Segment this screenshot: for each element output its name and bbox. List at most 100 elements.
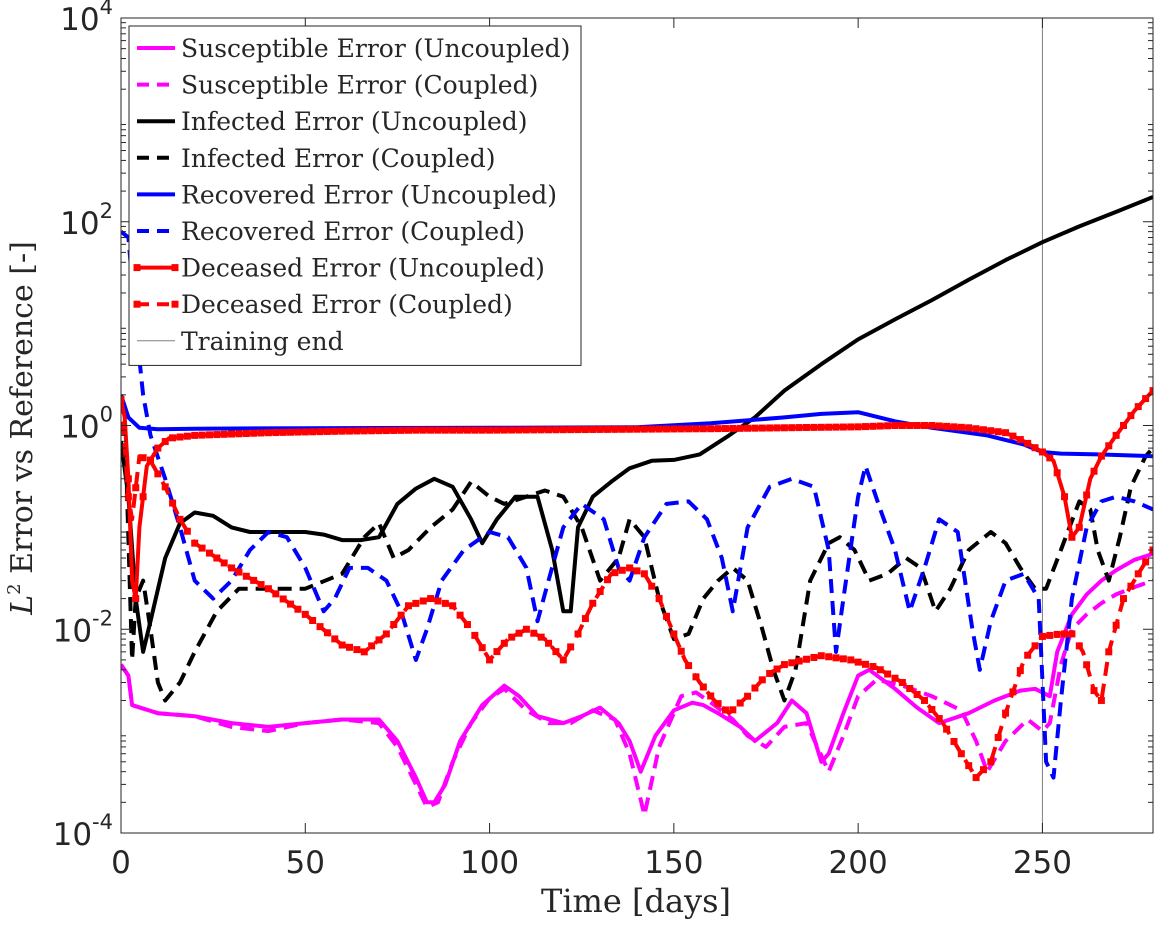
series-marker-6 bbox=[346, 428, 353, 435]
series-marker-7 bbox=[309, 617, 316, 624]
series-marker-7 bbox=[147, 457, 154, 464]
series-marker-7 bbox=[228, 564, 235, 571]
series-marker-7 bbox=[471, 632, 478, 639]
series-marker-7 bbox=[199, 545, 206, 552]
x-tick-label: 50 bbox=[286, 845, 325, 881]
series-marker-7 bbox=[412, 600, 419, 607]
series-marker-6 bbox=[530, 426, 537, 433]
series-marker-7 bbox=[508, 634, 515, 641]
series-marker-7 bbox=[1009, 688, 1016, 695]
series-marker-6 bbox=[589, 426, 596, 433]
series-marker-7 bbox=[361, 648, 368, 655]
series-marker-6 bbox=[796, 424, 803, 431]
x-axis-label: Time [days] bbox=[541, 882, 731, 920]
series-marker-7 bbox=[162, 483, 169, 490]
series-marker-7 bbox=[235, 569, 242, 576]
series-marker-6 bbox=[368, 427, 375, 434]
series-marker-7 bbox=[840, 655, 847, 662]
series-marker-6 bbox=[1083, 491, 1090, 498]
series-marker-6 bbox=[648, 426, 655, 433]
series-marker-6 bbox=[973, 425, 980, 432]
series-marker-7 bbox=[538, 634, 545, 641]
series-marker-7 bbox=[390, 621, 397, 628]
legend-label: Susceptible Error (Coupled) bbox=[181, 71, 538, 100]
legend-item-6: Deceased Error (Uncoupled) bbox=[134, 254, 545, 283]
series-marker-6 bbox=[818, 424, 825, 431]
series-marker-6 bbox=[339, 428, 346, 435]
series-marker-7 bbox=[707, 692, 714, 699]
y-tick-label: 10-4 bbox=[53, 810, 113, 853]
series-marker-6 bbox=[634, 426, 641, 433]
series-marker-6 bbox=[656, 426, 663, 433]
series-marker-6 bbox=[449, 427, 456, 434]
series-marker-6 bbox=[921, 422, 928, 429]
series-marker-7 bbox=[810, 654, 817, 661]
series-marker-6 bbox=[833, 424, 840, 431]
series-marker-7 bbox=[825, 653, 832, 660]
series-marker-6 bbox=[1091, 468, 1098, 475]
series-marker-7 bbox=[530, 630, 537, 637]
legend-item-7: Deceased Error (Coupled) bbox=[134, 290, 513, 319]
legend-item-3: Infected Error (Coupled) bbox=[137, 144, 496, 173]
series-marker-7 bbox=[656, 595, 663, 602]
series-marker-7 bbox=[611, 569, 618, 576]
series-marker-6 bbox=[302, 428, 309, 435]
series-marker-6 bbox=[309, 428, 316, 435]
series-marker-7 bbox=[287, 601, 294, 608]
x-tick-label: 100 bbox=[460, 845, 519, 881]
series-marker-6 bbox=[737, 425, 744, 432]
series-marker-7 bbox=[184, 528, 191, 535]
series-marker-6 bbox=[810, 424, 817, 431]
series-marker-7 bbox=[1032, 642, 1039, 649]
series-marker-7 bbox=[1113, 622, 1120, 629]
series-marker-7 bbox=[1105, 648, 1112, 655]
series-marker-7 bbox=[1068, 630, 1075, 637]
legend-marker bbox=[134, 264, 141, 271]
y-tick-base: 10 bbox=[60, 206, 99, 242]
series-marker-7 bbox=[855, 659, 862, 666]
series-marker-7 bbox=[442, 600, 449, 607]
series-marker-7 bbox=[1061, 630, 1068, 637]
series-marker-6 bbox=[928, 422, 935, 429]
legend-label: Infected Error (Uncoupled) bbox=[181, 107, 528, 136]
series-marker-7 bbox=[1127, 583, 1134, 590]
series-marker-7 bbox=[383, 630, 390, 637]
series-marker-7 bbox=[604, 576, 611, 583]
series-marker-7 bbox=[921, 697, 928, 704]
series-marker-6 bbox=[235, 430, 242, 437]
legend-item-4: Recovered Error (Uncoupled) bbox=[137, 180, 557, 209]
series-marker-6 bbox=[715, 425, 722, 432]
series-marker-6 bbox=[434, 427, 441, 434]
series-marker-7 bbox=[1083, 661, 1090, 668]
series-marker-7 bbox=[552, 648, 559, 655]
series-marker-6 bbox=[287, 429, 294, 436]
series-marker-6 bbox=[663, 425, 670, 432]
series-marker-7 bbox=[796, 658, 803, 665]
legend-item-2: Infected Error (Uncoupled) bbox=[137, 107, 528, 136]
series-marker-7 bbox=[523, 626, 530, 633]
series-marker-6 bbox=[383, 427, 390, 434]
series-marker-7 bbox=[272, 590, 279, 597]
series-marker-7 bbox=[936, 715, 943, 722]
series-marker-7 bbox=[154, 470, 161, 477]
series-marker-7 bbox=[501, 640, 508, 647]
series-marker-6 bbox=[707, 425, 714, 432]
series-marker-7 bbox=[722, 707, 729, 714]
series-marker-6 bbox=[995, 428, 1002, 435]
series-marker-6 bbox=[405, 427, 412, 434]
series-marker-6 bbox=[486, 427, 493, 434]
series-marker-7 bbox=[692, 673, 699, 680]
series-marker-6 bbox=[213, 431, 220, 438]
series-marker-7 bbox=[1120, 595, 1127, 602]
series-marker-6 bbox=[766, 424, 773, 431]
y-tick-exponent: -2 bbox=[92, 606, 113, 630]
series-marker-7 bbox=[987, 758, 994, 765]
series-marker-7 bbox=[258, 581, 265, 588]
series-marker-6 bbox=[1098, 453, 1105, 460]
x-tick-label: 0 bbox=[111, 845, 131, 881]
series-marker-7 bbox=[833, 654, 840, 661]
series-marker-7 bbox=[457, 612, 464, 619]
series-marker-7 bbox=[302, 611, 309, 618]
legend-label: Susceptible Error (Uncoupled) bbox=[181, 34, 570, 63]
series-marker-6 bbox=[324, 428, 331, 435]
